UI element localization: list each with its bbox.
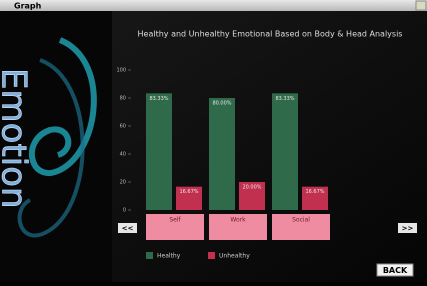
value-label: 83.33% <box>149 96 168 102</box>
window-title: Graph <box>14 2 42 11</box>
legend-swatch <box>208 252 215 259</box>
y-tick-label: 60 <box>120 124 126 130</box>
legend-label: Healthy <box>157 253 181 260</box>
prev-label: << <box>122 225 134 233</box>
chart-title: Healthy and Unhealthy Emotional Based on… <box>138 30 403 39</box>
title-bar <box>0 0 427 11</box>
window: Graph Emotion Healthy and Unhealthy Emot… <box>0 0 427 282</box>
legend-swatch <box>146 252 153 259</box>
back-label: BACK <box>383 266 408 275</box>
x-tick-label: Self <box>169 217 181 224</box>
page: Graph Emotion Healthy and Unhealthy Emot… <box>0 0 427 282</box>
value-label: 83.33% <box>275 96 294 102</box>
side-text: Emotion <box>0 68 34 209</box>
y-tick-label: 40 <box>120 152 126 158</box>
bar <box>272 93 298 210</box>
x-tick-label: Work <box>230 217 246 224</box>
value-label: 20.00% <box>242 185 261 191</box>
y-tick-label: 20 <box>120 180 126 186</box>
y-tick-label: 0 <box>123 208 126 214</box>
next-label: >> <box>402 225 414 233</box>
value-label: 16.67% <box>305 189 324 195</box>
legend-label: Unhealthy <box>219 253 250 260</box>
x-tick-label: Social <box>292 217 310 224</box>
bar <box>146 93 172 210</box>
value-label: 80.00% <box>212 101 231 107</box>
close-button[interactable] <box>416 1 426 10</box>
value-label: 16.67% <box>179 189 198 195</box>
y-tick-label: 80 <box>120 96 126 102</box>
y-tick-label: 100 <box>116 68 126 74</box>
bar <box>209 98 235 210</box>
